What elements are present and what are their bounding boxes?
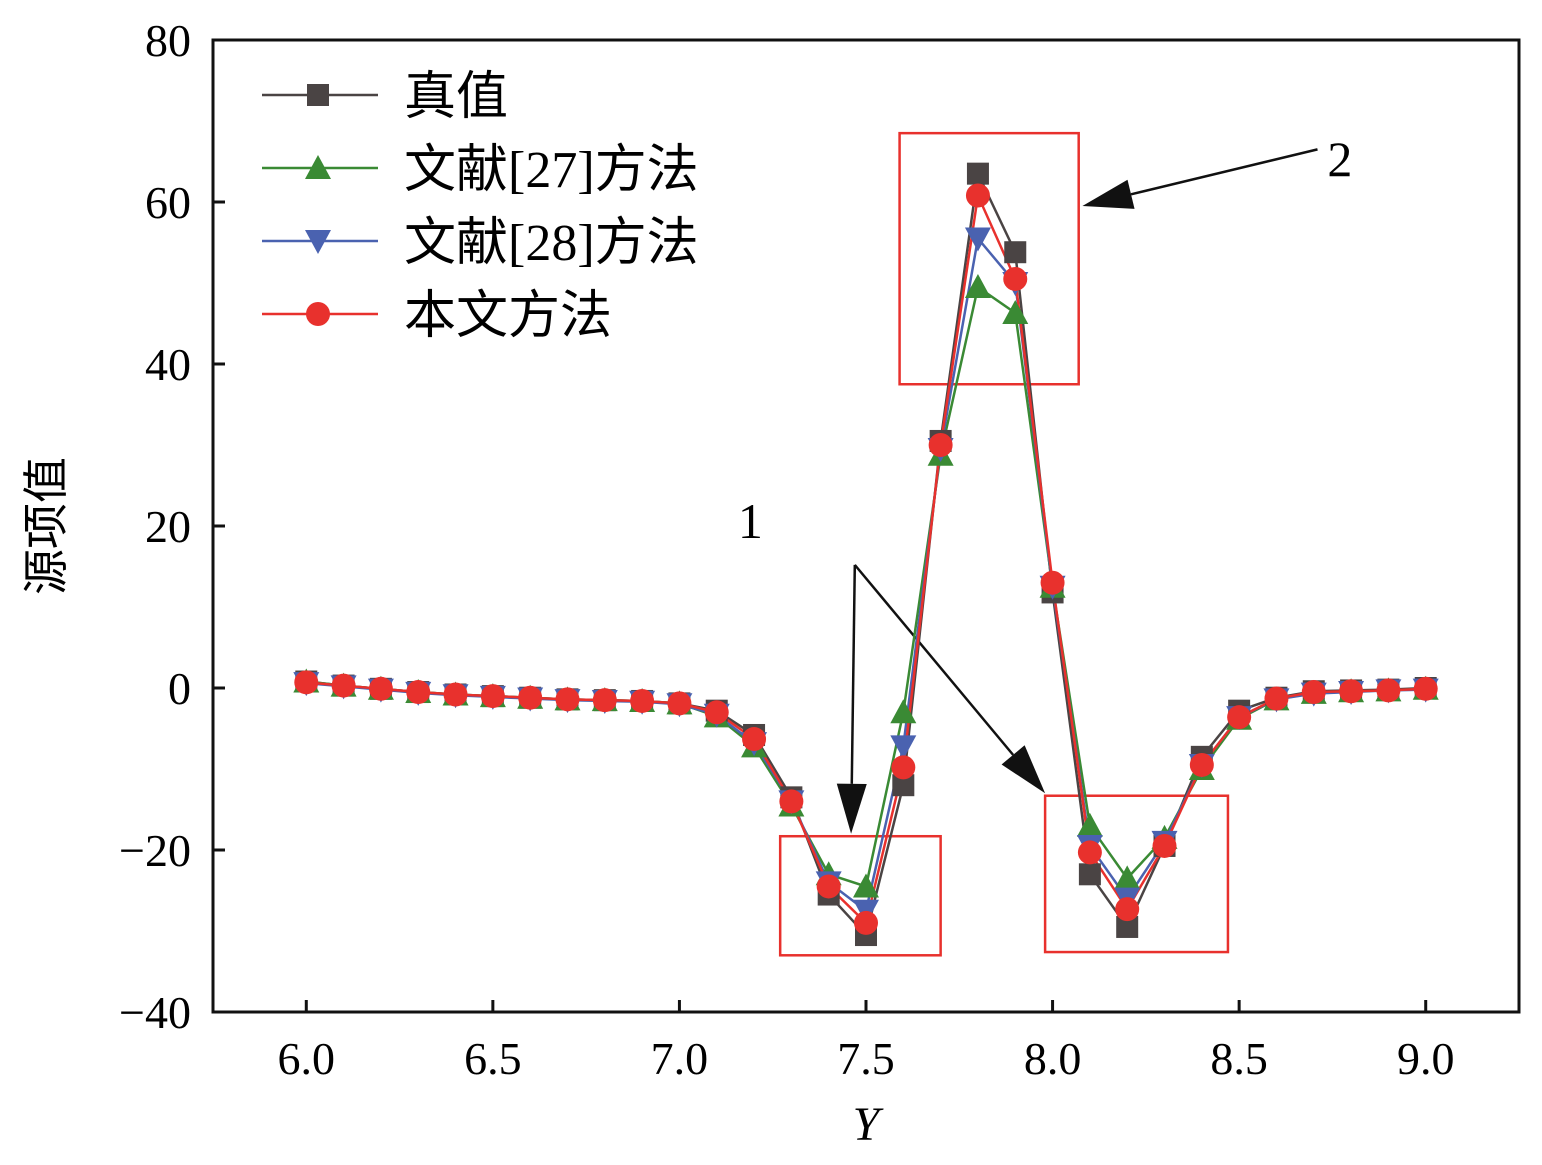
annotation-arrowhead bbox=[1001, 745, 1046, 794]
data-point bbox=[779, 789, 804, 814]
y-tick-label: −40 bbox=[119, 987, 191, 1038]
data-point bbox=[1339, 679, 1364, 704]
data-point bbox=[1115, 897, 1140, 922]
data-point bbox=[966, 162, 989, 185]
data-point bbox=[891, 755, 916, 780]
data-point bbox=[816, 874, 841, 899]
data-point bbox=[1077, 840, 1102, 865]
x-tick-label: 6.5 bbox=[464, 1033, 522, 1084]
data-point bbox=[294, 670, 319, 695]
legend-marker bbox=[307, 84, 329, 106]
annotation-arrowhead bbox=[1082, 179, 1135, 209]
data-point bbox=[1376, 678, 1401, 703]
data-point bbox=[1116, 915, 1139, 938]
legend-label: 真值 bbox=[404, 69, 508, 126]
data-point bbox=[406, 680, 431, 705]
data-point bbox=[890, 699, 917, 724]
data-point bbox=[1413, 676, 1438, 701]
highlight-box bbox=[898, 131, 1080, 386]
series-markers bbox=[293, 162, 1439, 947]
x-tick-label: 7.0 bbox=[651, 1033, 709, 1084]
data-point bbox=[890, 735, 917, 760]
y-tick-label: 0 bbox=[168, 663, 191, 714]
data-point bbox=[667, 691, 692, 716]
legend-marker bbox=[305, 230, 331, 254]
data-point bbox=[853, 873, 879, 898]
series-line bbox=[306, 284, 1426, 889]
legend-marker bbox=[306, 302, 330, 326]
data-point bbox=[368, 676, 393, 701]
x-tick-label: 7.5 bbox=[837, 1033, 895, 1084]
annotation-arrow-line bbox=[850, 564, 857, 784]
data-point bbox=[480, 684, 505, 709]
data-point bbox=[1152, 833, 1177, 858]
data-point bbox=[1189, 752, 1214, 777]
data-point bbox=[928, 433, 953, 457]
annotation-arrow-line bbox=[853, 564, 1015, 756]
data-point bbox=[443, 682, 468, 707]
data-point bbox=[892, 774, 915, 797]
x-tick-label: 8.0 bbox=[1024, 1033, 1082, 1084]
annotation-label: 1 bbox=[738, 493, 763, 549]
x-tick-label: 8.5 bbox=[1210, 1033, 1268, 1084]
highlight-box bbox=[778, 834, 942, 957]
data-point bbox=[1002, 299, 1029, 324]
legend-label: 文献[28]方法 bbox=[404, 215, 699, 272]
x-tick-label: 6.0 bbox=[278, 1033, 336, 1084]
y-axis-label: 源项值 bbox=[21, 457, 72, 595]
highlight-box bbox=[1043, 794, 1230, 954]
legend-marker bbox=[305, 155, 331, 179]
data-point bbox=[964, 274, 991, 299]
data-point bbox=[1078, 863, 1101, 886]
data-point bbox=[854, 910, 878, 935]
data-point bbox=[1114, 865, 1141, 890]
axis-ticks: 6.0 6.5 7.0 7.5 8.0 8.5 9.0 −40 −20 0 20 40 60 80 bbox=[119, 15, 1454, 1084]
data-point bbox=[704, 700, 729, 725]
data-point bbox=[964, 227, 991, 252]
annotation-arrowhead bbox=[836, 783, 867, 834]
annotation-arrow-line bbox=[1130, 148, 1318, 196]
data-point bbox=[1004, 241, 1027, 264]
annotations: 12 bbox=[738, 131, 1352, 957]
x-axis-label: Y bbox=[853, 1098, 884, 1151]
data-point bbox=[1003, 266, 1028, 291]
data-point bbox=[1040, 570, 1065, 595]
data-point bbox=[592, 688, 617, 713]
data-point bbox=[1076, 812, 1103, 837]
data-point bbox=[1264, 686, 1289, 711]
data-point bbox=[518, 685, 543, 710]
data-point bbox=[331, 673, 356, 698]
y-tick-label: −20 bbox=[119, 825, 191, 876]
y-tick-label: 40 bbox=[145, 339, 191, 390]
legend-label: 文献[27]方法 bbox=[404, 142, 699, 199]
data-point bbox=[630, 688, 655, 713]
y-tick-label: 60 bbox=[145, 177, 191, 228]
data-point bbox=[1227, 705, 1252, 730]
legend-label: 本文方法 bbox=[404, 288, 612, 345]
data-point bbox=[965, 183, 990, 208]
data-point bbox=[742, 727, 767, 752]
data-point bbox=[1301, 680, 1326, 705]
annotation-label: 2 bbox=[1327, 131, 1352, 187]
x-tick-label: 9.0 bbox=[1397, 1033, 1455, 1084]
y-tick-label: 20 bbox=[145, 501, 191, 552]
data-point bbox=[555, 687, 580, 712]
y-tick-label: 80 bbox=[145, 15, 191, 66]
